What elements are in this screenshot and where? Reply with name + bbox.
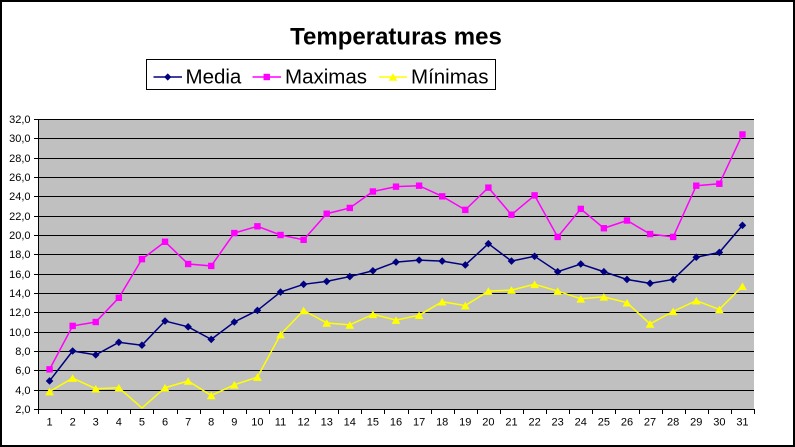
- svg-text:8,0: 8,0: [15, 346, 30, 358]
- svg-text:24,0: 24,0: [9, 191, 30, 203]
- svg-text:28,0: 28,0: [9, 153, 30, 165]
- svg-text:10,0: 10,0: [9, 327, 30, 339]
- svg-text:18,0: 18,0: [9, 249, 30, 261]
- svg-text:22,0: 22,0: [9, 211, 30, 223]
- svg-text:Mínimas: Mínimas: [411, 66, 488, 89]
- svg-text:4,0: 4,0: [15, 385, 30, 397]
- svg-text:16: 16: [390, 417, 402, 429]
- svg-text:17: 17: [413, 417, 425, 429]
- svg-text:30,0: 30,0: [9, 133, 30, 145]
- svg-text:32,0: 32,0: [9, 114, 30, 126]
- svg-text:16,0: 16,0: [9, 269, 30, 281]
- svg-text:3: 3: [93, 417, 99, 429]
- svg-text:15: 15: [367, 417, 379, 429]
- svg-text:26: 26: [621, 417, 633, 429]
- svg-text:12,0: 12,0: [9, 307, 30, 319]
- svg-text:1: 1: [46, 417, 52, 429]
- svg-text:Media: Media: [186, 66, 242, 89]
- svg-text:13: 13: [321, 417, 333, 429]
- svg-text:11: 11: [275, 417, 286, 429]
- svg-text:24: 24: [575, 417, 587, 429]
- svg-text:6,0: 6,0: [15, 365, 30, 377]
- svg-text:25: 25: [598, 417, 610, 429]
- svg-text:Maximas: Maximas: [285, 66, 367, 89]
- svg-text:31: 31: [736, 417, 748, 429]
- svg-text:10: 10: [251, 417, 263, 429]
- svg-text:20: 20: [482, 417, 494, 429]
- svg-text:21: 21: [505, 417, 517, 429]
- svg-text:22: 22: [528, 417, 540, 429]
- svg-text:4: 4: [116, 417, 122, 429]
- svg-text:28: 28: [667, 417, 679, 429]
- svg-text:2: 2: [70, 417, 76, 429]
- svg-text:23: 23: [552, 417, 564, 429]
- svg-text:27: 27: [644, 417, 656, 429]
- svg-text:7: 7: [185, 417, 191, 429]
- svg-text:26,0: 26,0: [9, 172, 30, 184]
- svg-text:12: 12: [297, 417, 309, 429]
- svg-text:30: 30: [713, 417, 725, 429]
- svg-text:20,0: 20,0: [9, 230, 30, 242]
- svg-text:19: 19: [459, 417, 471, 429]
- svg-text:2,0: 2,0: [15, 404, 30, 416]
- svg-text:9: 9: [231, 417, 237, 429]
- svg-text:29: 29: [690, 417, 702, 429]
- svg-text:8: 8: [208, 417, 214, 429]
- svg-text:6: 6: [162, 417, 168, 429]
- svg-text:5: 5: [139, 417, 145, 429]
- svg-text:Temperaturas mes: Temperaturas mes: [290, 24, 502, 51]
- svg-text:14: 14: [344, 417, 356, 429]
- svg-text:14,0: 14,0: [9, 288, 30, 300]
- svg-text:18: 18: [436, 417, 448, 429]
